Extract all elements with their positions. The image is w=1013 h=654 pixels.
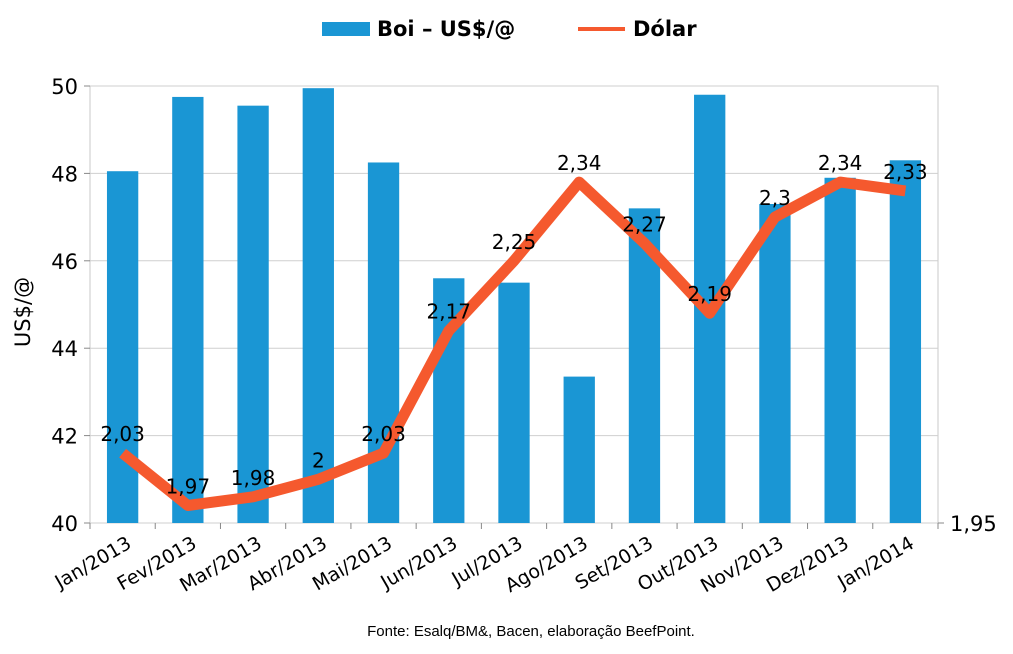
data-label: 2,03 <box>100 422 145 446</box>
y2-tick-label: 1,95 <box>950 512 997 536</box>
legend-label-boi: Boi – US$/@ <box>377 17 515 41</box>
data-label: 2,19 <box>687 282 732 306</box>
bar <box>759 203 791 524</box>
data-label: 2,17 <box>427 300 472 324</box>
legend: Boi – US$/@ Dólar <box>322 17 697 41</box>
bar <box>106 171 139 523</box>
data-label: 2,34 <box>557 151 602 175</box>
dolar-line <box>119 176 907 511</box>
y-axis-ticks: 40 42 44 46 48 50 <box>51 75 90 536</box>
bar <box>889 160 922 524</box>
y-tick-label: 40 <box>51 512 78 536</box>
y-tick-label: 42 <box>51 425 78 449</box>
y-tick-label: 50 <box>51 75 78 99</box>
bar <box>498 282 530 523</box>
data-label: 1,97 <box>166 475 211 499</box>
line-series <box>119 176 907 511</box>
data-labels: 2,03 1,97 1,98 2 2,03 2,17 2,25 2,34 2,27 2,19 2,3… <box>100 151 927 498</box>
data-label: 2,33 <box>883 160 928 184</box>
bar <box>237 105 269 523</box>
data-label: 2,3 <box>759 186 791 210</box>
y-tick-label: 44 <box>51 337 78 361</box>
x-axis-ticks: Jan/2013Fev/2013Mar/2013Abr/2013Mai/2013… <box>50 523 939 597</box>
data-label: 1,98 <box>231 466 276 490</box>
data-label: 2,34 <box>818 151 863 175</box>
data-label: 2,27 <box>622 212 667 236</box>
y-tick-label: 46 <box>51 250 78 274</box>
legend-swatch-boi <box>322 22 370 36</box>
y-axis-title: US$/@ <box>11 277 35 347</box>
data-label: 2,03 <box>361 422 406 446</box>
bar <box>563 376 595 523</box>
data-label: 2,25 <box>492 230 537 254</box>
data-label: 2 <box>312 448 325 472</box>
bar <box>302 88 334 523</box>
legend-label-dolar: Dólar <box>633 17 697 41</box>
bar <box>172 96 204 524</box>
y-tick-label: 48 <box>51 162 78 186</box>
y2-axis-ticks: 1,95 <box>938 512 997 536</box>
bar-series <box>106 88 922 524</box>
bar <box>824 177 856 523</box>
source-note: Fonte: Esalq/BM&, Bacen, elaboração Beef… <box>367 623 695 640</box>
bar <box>367 162 400 523</box>
